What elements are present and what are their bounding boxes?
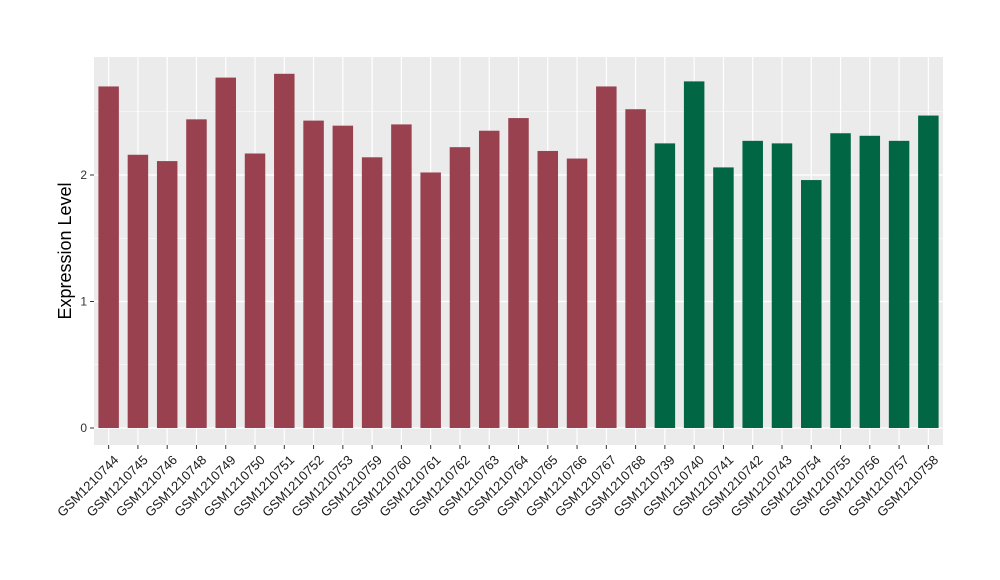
bar-GSM1210756: [859, 135, 881, 428]
x-axis: GSM1210744GSM1210745GSM1210746GSM1210748…: [54, 445, 941, 520]
bar-GSM1210762: [449, 147, 471, 429]
bar-GSM1210742: [742, 140, 763, 428]
y-axis: 0 1 2: [80, 168, 94, 435]
y-tick-label: 1: [80, 295, 87, 309]
bar-GSM1210765: [537, 150, 559, 428]
bars: [98, 73, 939, 429]
bar-GSM1210758: [918, 115, 939, 429]
bar-GSM1210757: [888, 140, 910, 428]
y-tick-label: 2: [80, 168, 87, 182]
bar-GSM1210766: [566, 158, 588, 428]
bar-GSM1210764: [508, 118, 529, 428]
bar-GSM1210745: [127, 154, 149, 428]
bar-GSM1210740: [683, 81, 705, 428]
bar-GSM1210755: [830, 133, 851, 428]
bar-GSM1210754: [801, 180, 822, 428]
y-axis-title: Expression Level: [55, 182, 75, 319]
bar-GSM1210752: [303, 120, 324, 428]
bar-GSM1210763: [478, 130, 500, 428]
bar-GSM1210750: [244, 153, 266, 428]
bar-GSM1210767: [596, 86, 617, 428]
bar-GSM1210768: [625, 109, 646, 428]
bar-GSM1210759: [361, 157, 383, 429]
bar-GSM1210739: [654, 143, 676, 428]
bar-GSM1210749: [215, 77, 236, 428]
bar-GSM1210761: [420, 172, 441, 428]
bar-GSM1210744: [98, 86, 119, 428]
bar-GSM1210751: [274, 73, 295, 429]
y-tick-label: 0: [80, 421, 87, 435]
bar-GSM1210741: [713, 167, 734, 428]
bar-GSM1210748: [186, 119, 207, 428]
bar-GSM1210743: [771, 143, 793, 428]
bar-GSM1210746: [156, 161, 178, 428]
bar-GSM1210760: [391, 124, 412, 429]
bar-GSM1210753: [332, 125, 354, 428]
